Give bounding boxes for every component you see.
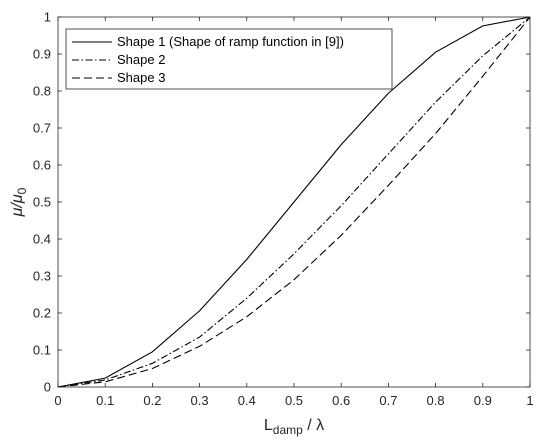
legend-label-shape-1: Shape 1 (Shape of ramp function in [9]) [117, 34, 344, 49]
series-line-shape-3 [57, 16, 531, 388]
y-tick-label: 0.9 [33, 47, 51, 62]
y-tick-label: 0 [44, 380, 51, 395]
series-line-shape-2 [57, 16, 531, 388]
y-tick-label: 0.7 [33, 121, 51, 136]
y-tick-label: 0.3 [33, 269, 51, 284]
legend-label-shape-3: Shape 3 [117, 70, 165, 85]
legend-box [65, 28, 393, 90]
y-tick-label: 0.5 [33, 195, 51, 210]
x-axis-label-rest: / λ [303, 417, 324, 434]
x-tick-label: 1 [526, 393, 533, 408]
x-axis-label-main: L [264, 417, 273, 434]
legend: Shape 1 (Shape of ramp function in [9]) … [65, 28, 393, 90]
y-axis: 0 0.1 0.2 0.3 0.4 0.5 0.6 0.7 0.8 0.9 1 [33, 10, 530, 395]
x-tick-label: 0.7 [379, 393, 397, 408]
x-tick-label: 0.8 [427, 393, 445, 408]
series-layer [57, 16, 531, 388]
y-tick-label: 0.2 [33, 306, 51, 321]
x-tick-label: 0.5 [285, 393, 303, 408]
y-tick-label: 0.6 [33, 158, 51, 173]
y-tick-label: 0.1 [33, 343, 51, 358]
x-tick-label: 0.6 [332, 393, 350, 408]
x-tick-label: 0.4 [238, 393, 256, 408]
y-tick-label: 0.4 [33, 232, 51, 247]
x-tick-label: 0.1 [96, 393, 114, 408]
y-tick-label: 1 [44, 10, 51, 25]
y-axis-label-sub: 0 [15, 187, 29, 194]
x-axis-label: Ldamp / λ [264, 417, 324, 437]
x-axis-label-sub: damp [273, 423, 303, 437]
y-tick-label: 0.8 [33, 84, 51, 99]
y-axis-label: μ/μ0 [9, 187, 29, 217]
series-line-shape-1 [57, 16, 531, 388]
x-tick-label: 0.9 [474, 393, 492, 408]
y-axis-label-main: μ/μ [9, 194, 26, 217]
legend-label-shape-2: Shape 2 [117, 52, 165, 67]
x-axis: 0 0.1 0.2 0.3 0.4 0.5 0.6 0.7 0.8 0.9 1 [54, 17, 534, 408]
x-tick-label: 0.2 [143, 393, 161, 408]
x-tick-label: 0.3 [191, 393, 209, 408]
x-tick-label: 0 [54, 393, 61, 408]
